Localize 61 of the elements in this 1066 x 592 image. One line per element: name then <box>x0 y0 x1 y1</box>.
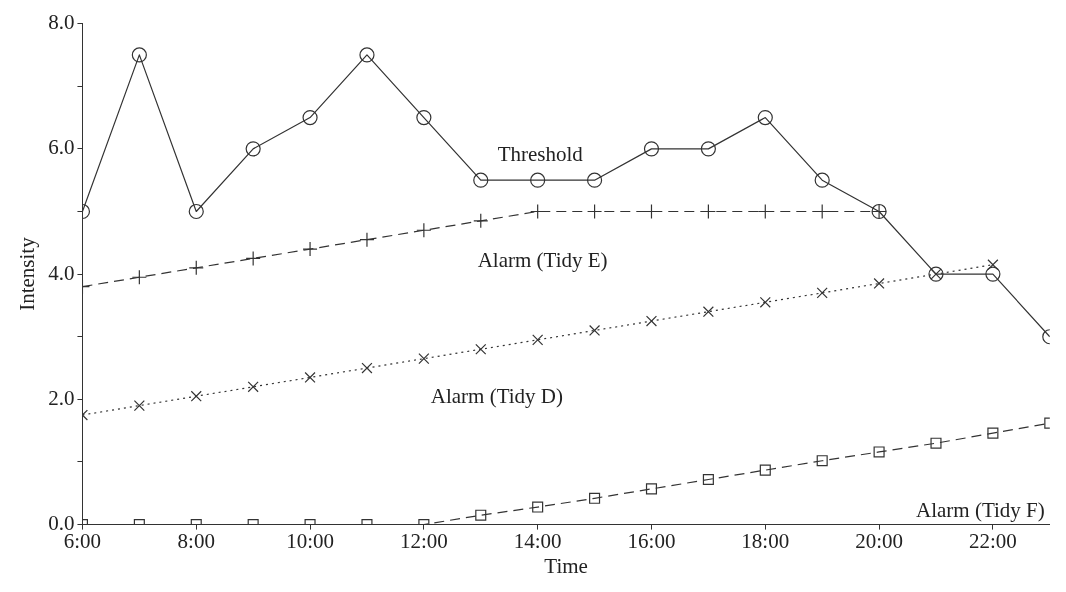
point <box>361 362 373 374</box>
point <box>873 277 885 290</box>
x-tick-label: 18:00 <box>741 528 790 553</box>
x-tick-label: 20:00 <box>855 528 904 553</box>
point <box>418 353 430 365</box>
x-tick-label: 10:00 <box>286 528 334 553</box>
point <box>702 473 714 486</box>
point <box>702 306 714 318</box>
point <box>530 172 546 188</box>
series-label: Alarm (Tidy D) <box>430 383 564 408</box>
point <box>416 222 432 238</box>
point <box>816 287 828 299</box>
y-tick-label: 6.0 <box>48 135 75 160</box>
point <box>589 324 601 337</box>
point <box>814 172 830 188</box>
x-tick-label: 8:00 <box>177 528 215 553</box>
point <box>188 203 204 220</box>
x-tick-label: 22:00 <box>968 528 1017 553</box>
y-tick-label: 4.0 <box>48 260 75 285</box>
y-axis-title: Intensity <box>15 236 40 311</box>
point <box>987 427 999 439</box>
point <box>359 232 375 248</box>
x-axis-title: Time <box>544 553 588 578</box>
text: Alarm (Tidy F) <box>915 497 1045 522</box>
point <box>475 509 487 521</box>
point <box>245 141 261 157</box>
series-label: Alarm (Tidy E) <box>477 247 608 272</box>
point <box>247 381 259 393</box>
x-tick-label: 16:00 <box>627 528 676 553</box>
point <box>930 437 942 449</box>
point <box>133 400 145 412</box>
point <box>645 315 658 327</box>
point <box>586 172 603 188</box>
x-tick-label: 12:00 <box>399 528 448 553</box>
point <box>589 492 601 504</box>
point <box>985 266 1001 282</box>
point <box>302 109 318 126</box>
point <box>473 213 489 229</box>
y-tick-label: 2.0 <box>48 385 75 410</box>
point <box>645 483 658 495</box>
point <box>131 269 147 285</box>
point <box>304 371 316 383</box>
point <box>190 390 202 402</box>
point <box>475 343 487 355</box>
point <box>532 334 544 346</box>
point <box>700 141 716 157</box>
point <box>416 109 432 126</box>
series-label: Threshold <box>497 141 584 166</box>
point <box>759 296 771 308</box>
y-tick-label: 8.0 <box>48 10 75 35</box>
point <box>816 455 828 467</box>
point <box>757 109 773 126</box>
point <box>759 464 771 476</box>
point <box>873 446 885 458</box>
point <box>359 47 375 63</box>
point <box>532 501 544 513</box>
point <box>188 260 204 276</box>
point <box>643 141 660 157</box>
point <box>473 172 489 188</box>
x-tick-label: 14:00 <box>513 528 562 553</box>
point <box>131 47 147 63</box>
